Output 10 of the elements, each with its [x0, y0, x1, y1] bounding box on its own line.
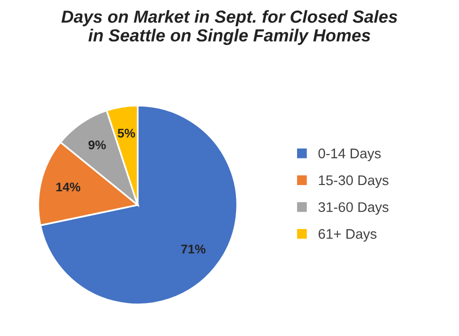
legend-label: 0-14 Days — [318, 148, 381, 162]
data-label: 14% — [56, 182, 80, 192]
legend-label: 31-60 Days — [318, 202, 388, 215]
chart-title: Days on Market in Sept. for Closed Sales in Seattle on Single Family Homes — [61, 10, 398, 45]
data-label: 5% — [118, 128, 136, 138]
pie-slice — [40, 104, 238, 306]
data-label: 71% — [181, 244, 206, 254]
data-label: 9% — [88, 140, 106, 150]
legend-label: 15-30 Days — [318, 175, 388, 188]
legend-label: 61+ Days — [318, 229, 376, 242]
